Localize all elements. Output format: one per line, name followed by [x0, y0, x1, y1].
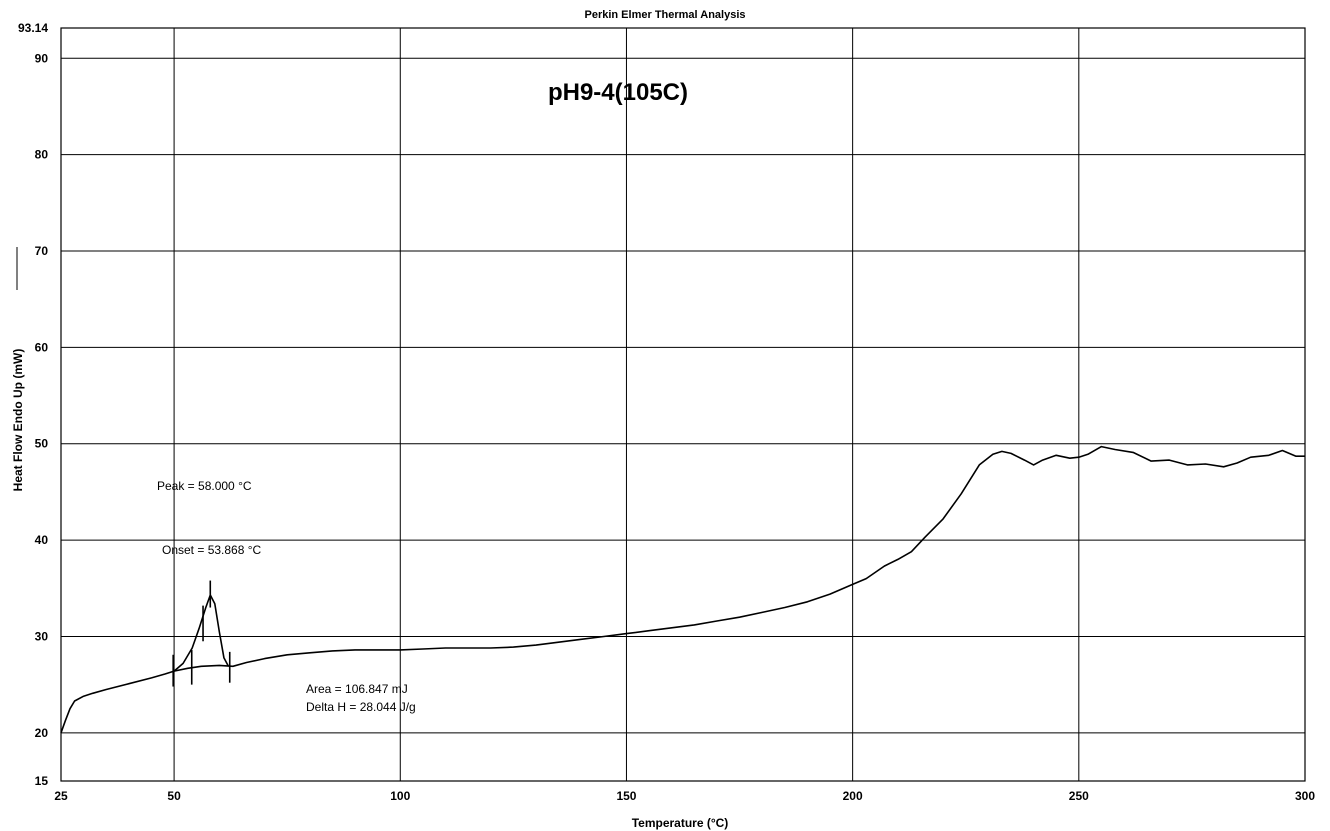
x-tick-label: 25 — [54, 789, 68, 803]
y-tick-label: 70 — [35, 244, 49, 258]
heat-flow-series-line — [60, 445, 1305, 734]
x-tick-label: 250 — [1069, 789, 1089, 803]
chart-header: Perkin Elmer Thermal Analysis — [585, 9, 746, 21]
series-group — [60, 445, 1305, 734]
area-annotation: Area = 106.847 mJ — [306, 682, 408, 696]
x-tick-label: 300 — [1295, 789, 1315, 803]
delta-h-annotation: Delta H = 28.044 J/g — [306, 700, 416, 714]
plot-frame — [60, 27, 1306, 782]
y-tick-label: 90 — [35, 51, 49, 65]
onset-annotation: Onset = 53.868 °C — [162, 543, 262, 557]
y-tick-label: 40 — [35, 533, 49, 547]
tick-labels: 25 50 100 150 200 250 300 15 20 30 40 50 60 70 80 90 93.… — [18, 21, 1315, 803]
integration-markers — [172, 580, 231, 687]
peak-integration-line — [173, 594, 230, 672]
x-tick-label: 100 — [390, 789, 410, 803]
y-tick-label: 60 — [35, 340, 49, 354]
y-tick-label: 50 — [35, 437, 49, 451]
grid-lines — [60, 27, 1306, 782]
x-axis-label: Temperature (°C) — [632, 816, 729, 830]
x-tick-label: 50 — [167, 789, 181, 803]
x-tick-label: 150 — [616, 789, 636, 803]
y-tick-label: 15 — [35, 774, 49, 788]
sample-title: pH9-4(105C) — [548, 79, 688, 106]
peak-annotation: Peak = 58.000 °C — [157, 479, 252, 493]
y-axis-label: Heat Flow Endo Up (mW) — [11, 349, 25, 492]
x-tick-label: 200 — [843, 789, 863, 803]
y-tick-label: 20 — [35, 726, 49, 740]
y-tick-label: 30 — [35, 629, 49, 643]
y-tick-label: 80 — [35, 148, 49, 162]
y-tick-label: 93.14 — [18, 21, 48, 35]
